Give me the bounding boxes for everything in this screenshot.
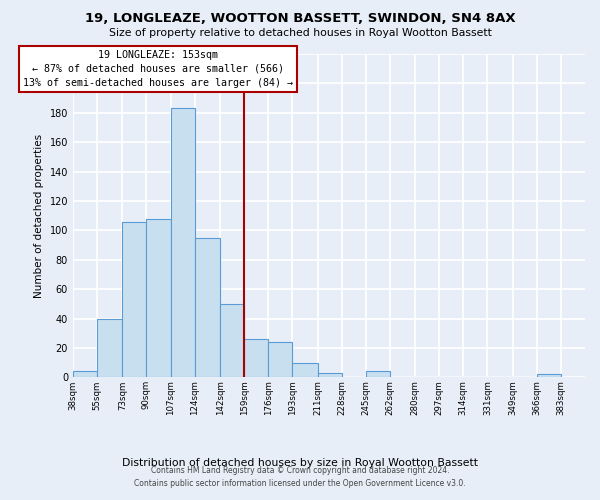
Text: 19, LONGLEAZE, WOOTTON BASSETT, SWINDON, SN4 8AX: 19, LONGLEAZE, WOOTTON BASSETT, SWINDON,… xyxy=(85,12,515,26)
Text: Contains HM Land Registry data © Crown copyright and database right 2024.
Contai: Contains HM Land Registry data © Crown c… xyxy=(134,466,466,487)
Y-axis label: Number of detached properties: Number of detached properties xyxy=(34,134,44,298)
Text: 19 LONGLEAZE: 153sqm
← 87% of detached houses are smaller (566)
13% of semi-deta: 19 LONGLEAZE: 153sqm ← 87% of detached h… xyxy=(23,50,293,88)
Bar xyxy=(537,374,561,378)
Bar xyxy=(317,373,341,378)
Text: Distribution of detached houses by size in Royal Wootton Bassett: Distribution of detached houses by size … xyxy=(122,458,478,468)
Bar xyxy=(122,222,146,378)
Bar xyxy=(268,342,292,378)
Bar xyxy=(73,372,97,378)
Bar xyxy=(170,108,194,378)
Bar xyxy=(220,304,244,378)
Bar xyxy=(97,318,122,378)
Bar xyxy=(146,218,170,378)
Bar xyxy=(194,238,220,378)
Bar xyxy=(292,362,317,378)
Text: Size of property relative to detached houses in Royal Wootton Bassett: Size of property relative to detached ho… xyxy=(109,28,491,38)
Bar xyxy=(366,372,390,378)
Bar xyxy=(244,339,268,378)
